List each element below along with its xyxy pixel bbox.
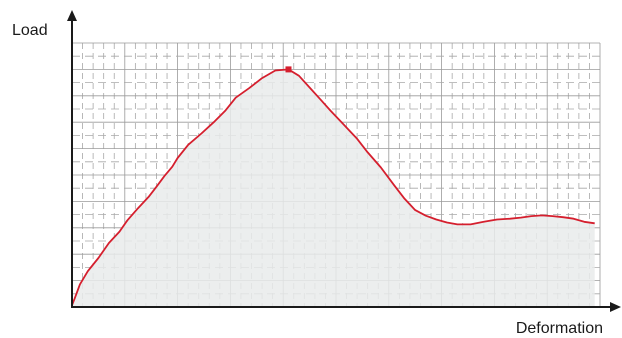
axes xyxy=(67,10,621,312)
x-axis-label: Deformation xyxy=(516,320,603,337)
y-axis-arrow xyxy=(67,10,77,21)
x-axis-arrow xyxy=(610,302,621,312)
area-fill xyxy=(72,69,595,308)
y-axis-label: Load xyxy=(12,22,48,39)
peak-marker xyxy=(285,66,292,73)
series-line xyxy=(71,68,595,306)
